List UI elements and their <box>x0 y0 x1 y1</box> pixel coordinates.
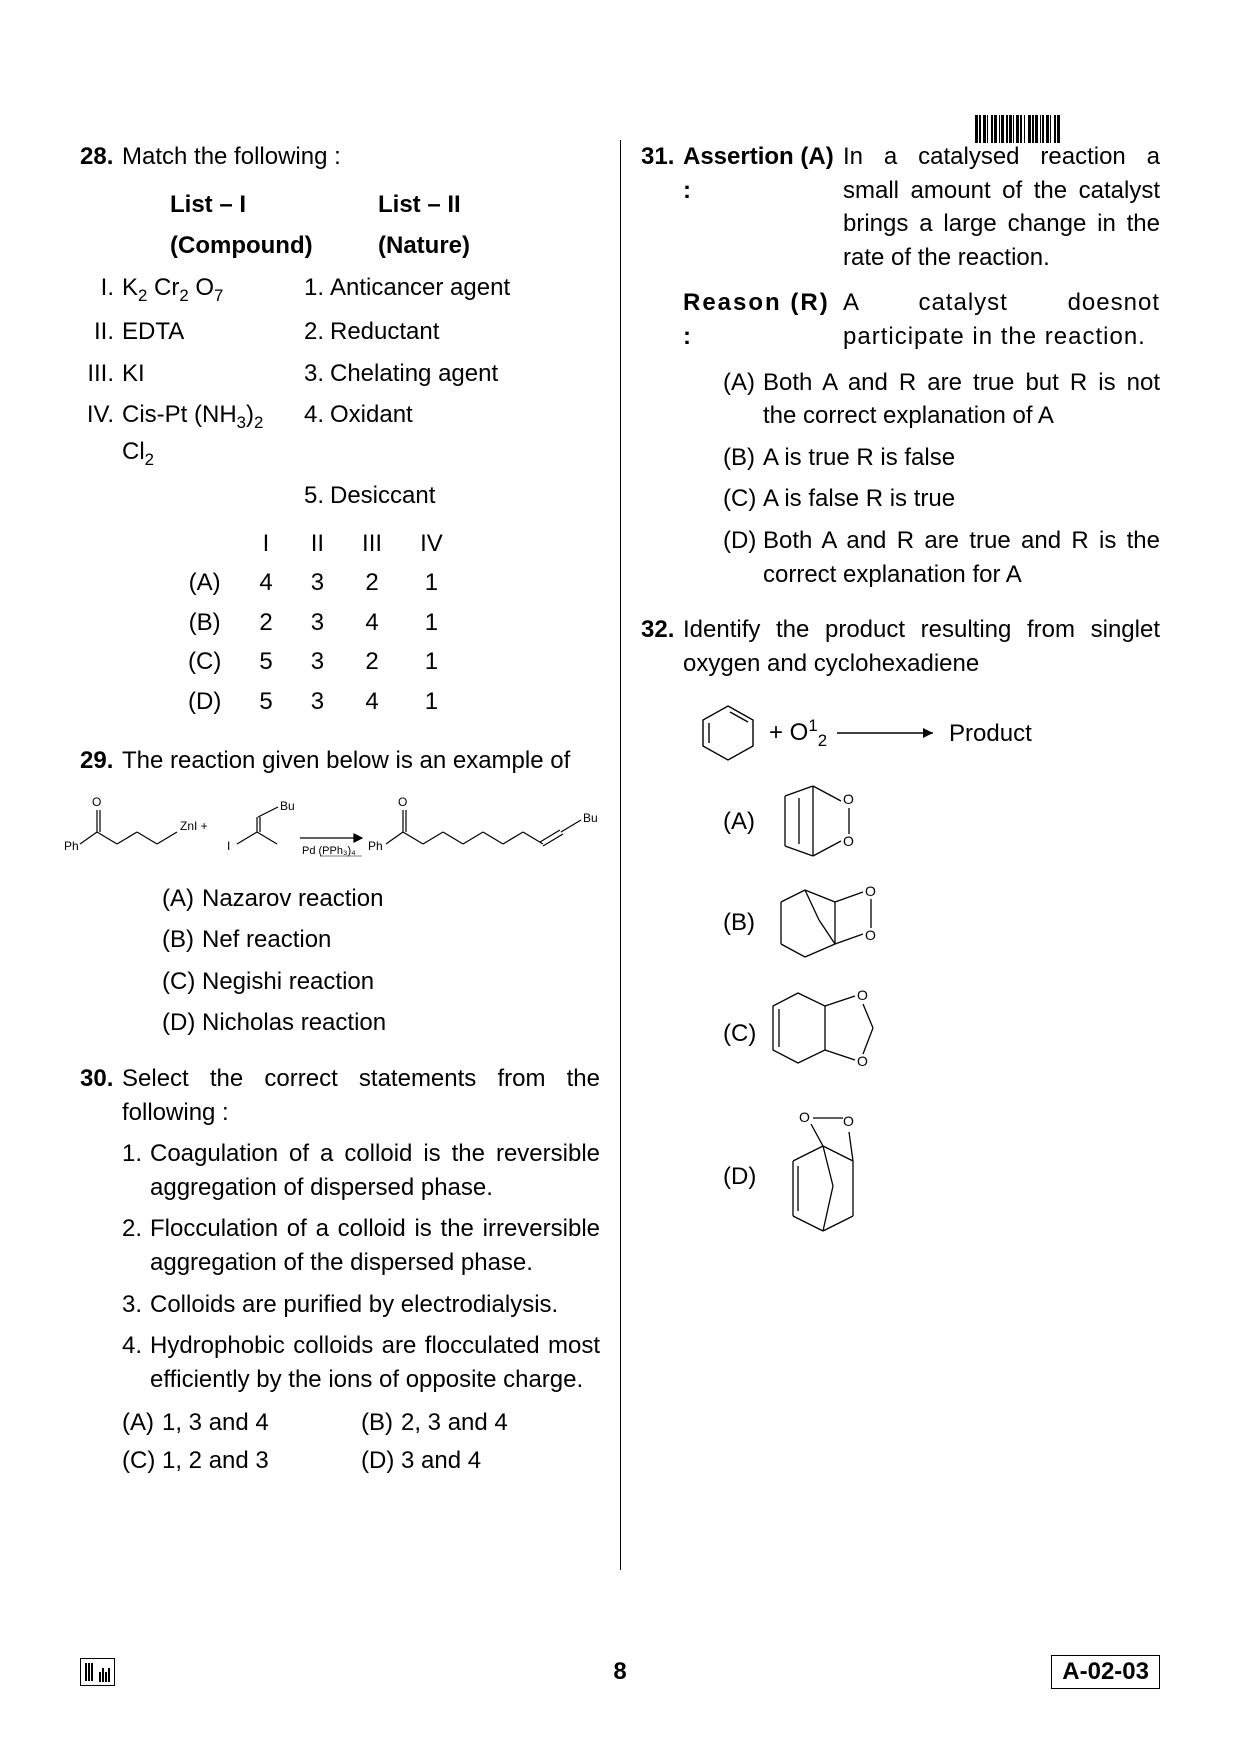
q32-opt-a: (A) O O <box>723 776 1160 866</box>
q29-reaction-diagram: Ph O ZnI + I <box>62 792 622 872</box>
product-label: Product <box>949 717 1032 751</box>
question-30: 30. Select the correct statements from t… <box>80 1062 600 1480</box>
svg-text:Bu: Bu <box>583 811 598 825</box>
reason-text: A catalyst doesnot participate in the re… <box>843 286 1160 353</box>
o2-text: + O12 <box>769 714 827 752</box>
content-columns: 28. Match the following : List – I List … <box>80 140 1160 1570</box>
compound-II: EDTA <box>122 315 302 349</box>
question-29: 29. The reaction given below is an examp… <box>80 744 600 1040</box>
barcode-bottom-icon <box>80 1658 115 1686</box>
q31-opt-b: (B)A is true R is false <box>683 441 1160 475</box>
q30-stmt-1: 1.Coagulation of a colloid is the revers… <box>122 1137 600 1204</box>
paper-code: A-02-03 <box>1051 1655 1160 1689</box>
q30-opt-b: (B)2, 3 and 4 <box>361 1404 600 1442</box>
page-footer: 8 A-02-03 <box>80 1655 1160 1689</box>
list2-sub: (Nature) <box>378 229 600 263</box>
list2-header: List – II <box>378 188 600 222</box>
q30-stmt-3: 3.Colloids are purified by electrodialys… <box>122 1288 600 1322</box>
question-28: 28. Match the following : List – I List … <box>80 140 600 722</box>
q30-opt-a: (A)1, 3 and 4 <box>122 1404 361 1442</box>
q29-prompt: The reaction given below is an example o… <box>122 744 622 778</box>
nature-3: Chelating agent <box>330 357 600 391</box>
svg-text:Ph: Ph <box>368 839 383 853</box>
svg-text:O: O <box>843 791 854 807</box>
q30-prompt: Select the correct statements from the f… <box>122 1062 600 1129</box>
right-column: 31. Assertion (A) : In a catalysed react… <box>621 140 1160 1570</box>
opt-hdr-II: II <box>293 525 342 563</box>
roman-I: I. <box>74 271 122 307</box>
assertion-label: Assertion (A) : <box>683 140 843 274</box>
natnum-1: 1. <box>302 271 330 307</box>
q28-option-table: I II III IV (A)4321 (B)2341 (C)5321 (D)5… <box>168 523 463 723</box>
qnum-32: 32. <box>641 613 683 1246</box>
q32-opt-c: (C) O O <box>723 978 1160 1088</box>
svg-text:O: O <box>398 795 407 809</box>
q29-opt-b: (B)Nef reaction <box>122 923 622 957</box>
svg-text:O: O <box>843 1113 854 1129</box>
compound-III: KI <box>122 357 302 391</box>
natnum-3: 3. <box>302 357 330 391</box>
roman-II: II. <box>74 315 122 349</box>
svg-text:O: O <box>92 795 101 809</box>
svg-text:O: O <box>843 833 854 849</box>
q32-reactant-diagram: + O12 Product <box>693 698 1160 768</box>
compound-IV: Cis-Pt (NH3)2 Cl2 <box>122 398 302 471</box>
q30-stmt-4: 4.Hydrophobic colloids are flocculated m… <box>122 1329 600 1396</box>
q28-opt-c: (C)5321 <box>170 643 461 681</box>
svg-text:O: O <box>865 883 876 899</box>
assertion-text: In a catalysed reaction a small amount o… <box>843 140 1160 274</box>
q30-opt-c: (C)1, 2 and 3 <box>122 1442 361 1480</box>
natnum-2: 2. <box>302 315 330 349</box>
q32-opt-b: (B) O <box>723 872 1160 972</box>
q29-opt-c: (C)Negishi reaction <box>122 965 622 999</box>
svg-text:Pd (PPh₃)₄: Pd (PPh₃)₄ <box>302 845 356 857</box>
natnum-4: 4. <box>302 398 330 471</box>
roman-III: III. <box>74 357 122 391</box>
svg-text:O: O <box>857 1053 868 1069</box>
svg-text:Ph: Ph <box>64 839 79 853</box>
q30-opt-d: (D)3 and 4 <box>361 1442 600 1480</box>
q32-prompt: Identify the product resulting from sing… <box>683 613 1160 680</box>
list1-header: List – I <box>170 188 350 222</box>
nature-1: Anticancer agent <box>330 271 600 307</box>
q30-stmt-2: 2.Flocculation of a colloid is the irrev… <box>122 1212 600 1279</box>
nature-4: Oxidant <box>330 398 600 471</box>
qnum-31: 31. <box>641 140 683 591</box>
nature-5: Desiccant <box>330 479 600 513</box>
roman-IV: IV. <box>74 398 122 471</box>
svg-text:O: O <box>799 1109 810 1125</box>
q29-opt-d: (D)Nicholas reaction <box>122 1006 622 1040</box>
question-31: 31. Assertion (A) : In a catalysed react… <box>641 140 1160 591</box>
compound-I: K2 Cr2 O7 <box>122 271 302 307</box>
opt-hdr-III: III <box>344 525 400 563</box>
qnum-29: 29. <box>80 744 122 1040</box>
q32-opt-d: (D) O <box>723 1106 1160 1246</box>
svg-text:O: O <box>857 987 868 1003</box>
q28-opt-d: (D)5341 <box>170 683 461 721</box>
q31-opt-a: (A)Both A and R are true but R is not th… <box>683 366 1160 433</box>
svg-text:Bu: Bu <box>280 799 295 813</box>
svg-text:I: I <box>227 839 230 853</box>
page-number: 8 <box>613 1658 626 1686</box>
natnum-5: 5. <box>302 479 330 513</box>
q28-opt-b: (B)2341 <box>170 604 461 642</box>
barcode-top <box>975 115 1155 143</box>
list1-sub: (Compound) <box>170 229 350 263</box>
opt-hdr-I: I <box>241 525 290 563</box>
svg-text:ZnI +: ZnI + <box>180 819 208 833</box>
reason-label: Reason (R) : <box>683 286 843 353</box>
left-column: 28. Match the following : List – I List … <box>80 140 620 1570</box>
qnum-30: 30. <box>80 1062 122 1480</box>
q31-opt-d: (D)Both A and R are true and R is the co… <box>683 524 1160 591</box>
q29-opt-a: (A)Nazarov reaction <box>122 882 622 916</box>
svg-text:O: O <box>865 927 876 943</box>
q31-opt-c: (C)A is false R is true <box>683 482 1160 516</box>
question-32: 32. Identify the product resulting from … <box>641 613 1160 1246</box>
q28-opt-a: (A)4321 <box>170 564 461 602</box>
nature-2: Reductant <box>330 315 600 349</box>
q28-prompt: Match the following : <box>122 140 600 174</box>
opt-hdr-IV: IV <box>402 525 461 563</box>
